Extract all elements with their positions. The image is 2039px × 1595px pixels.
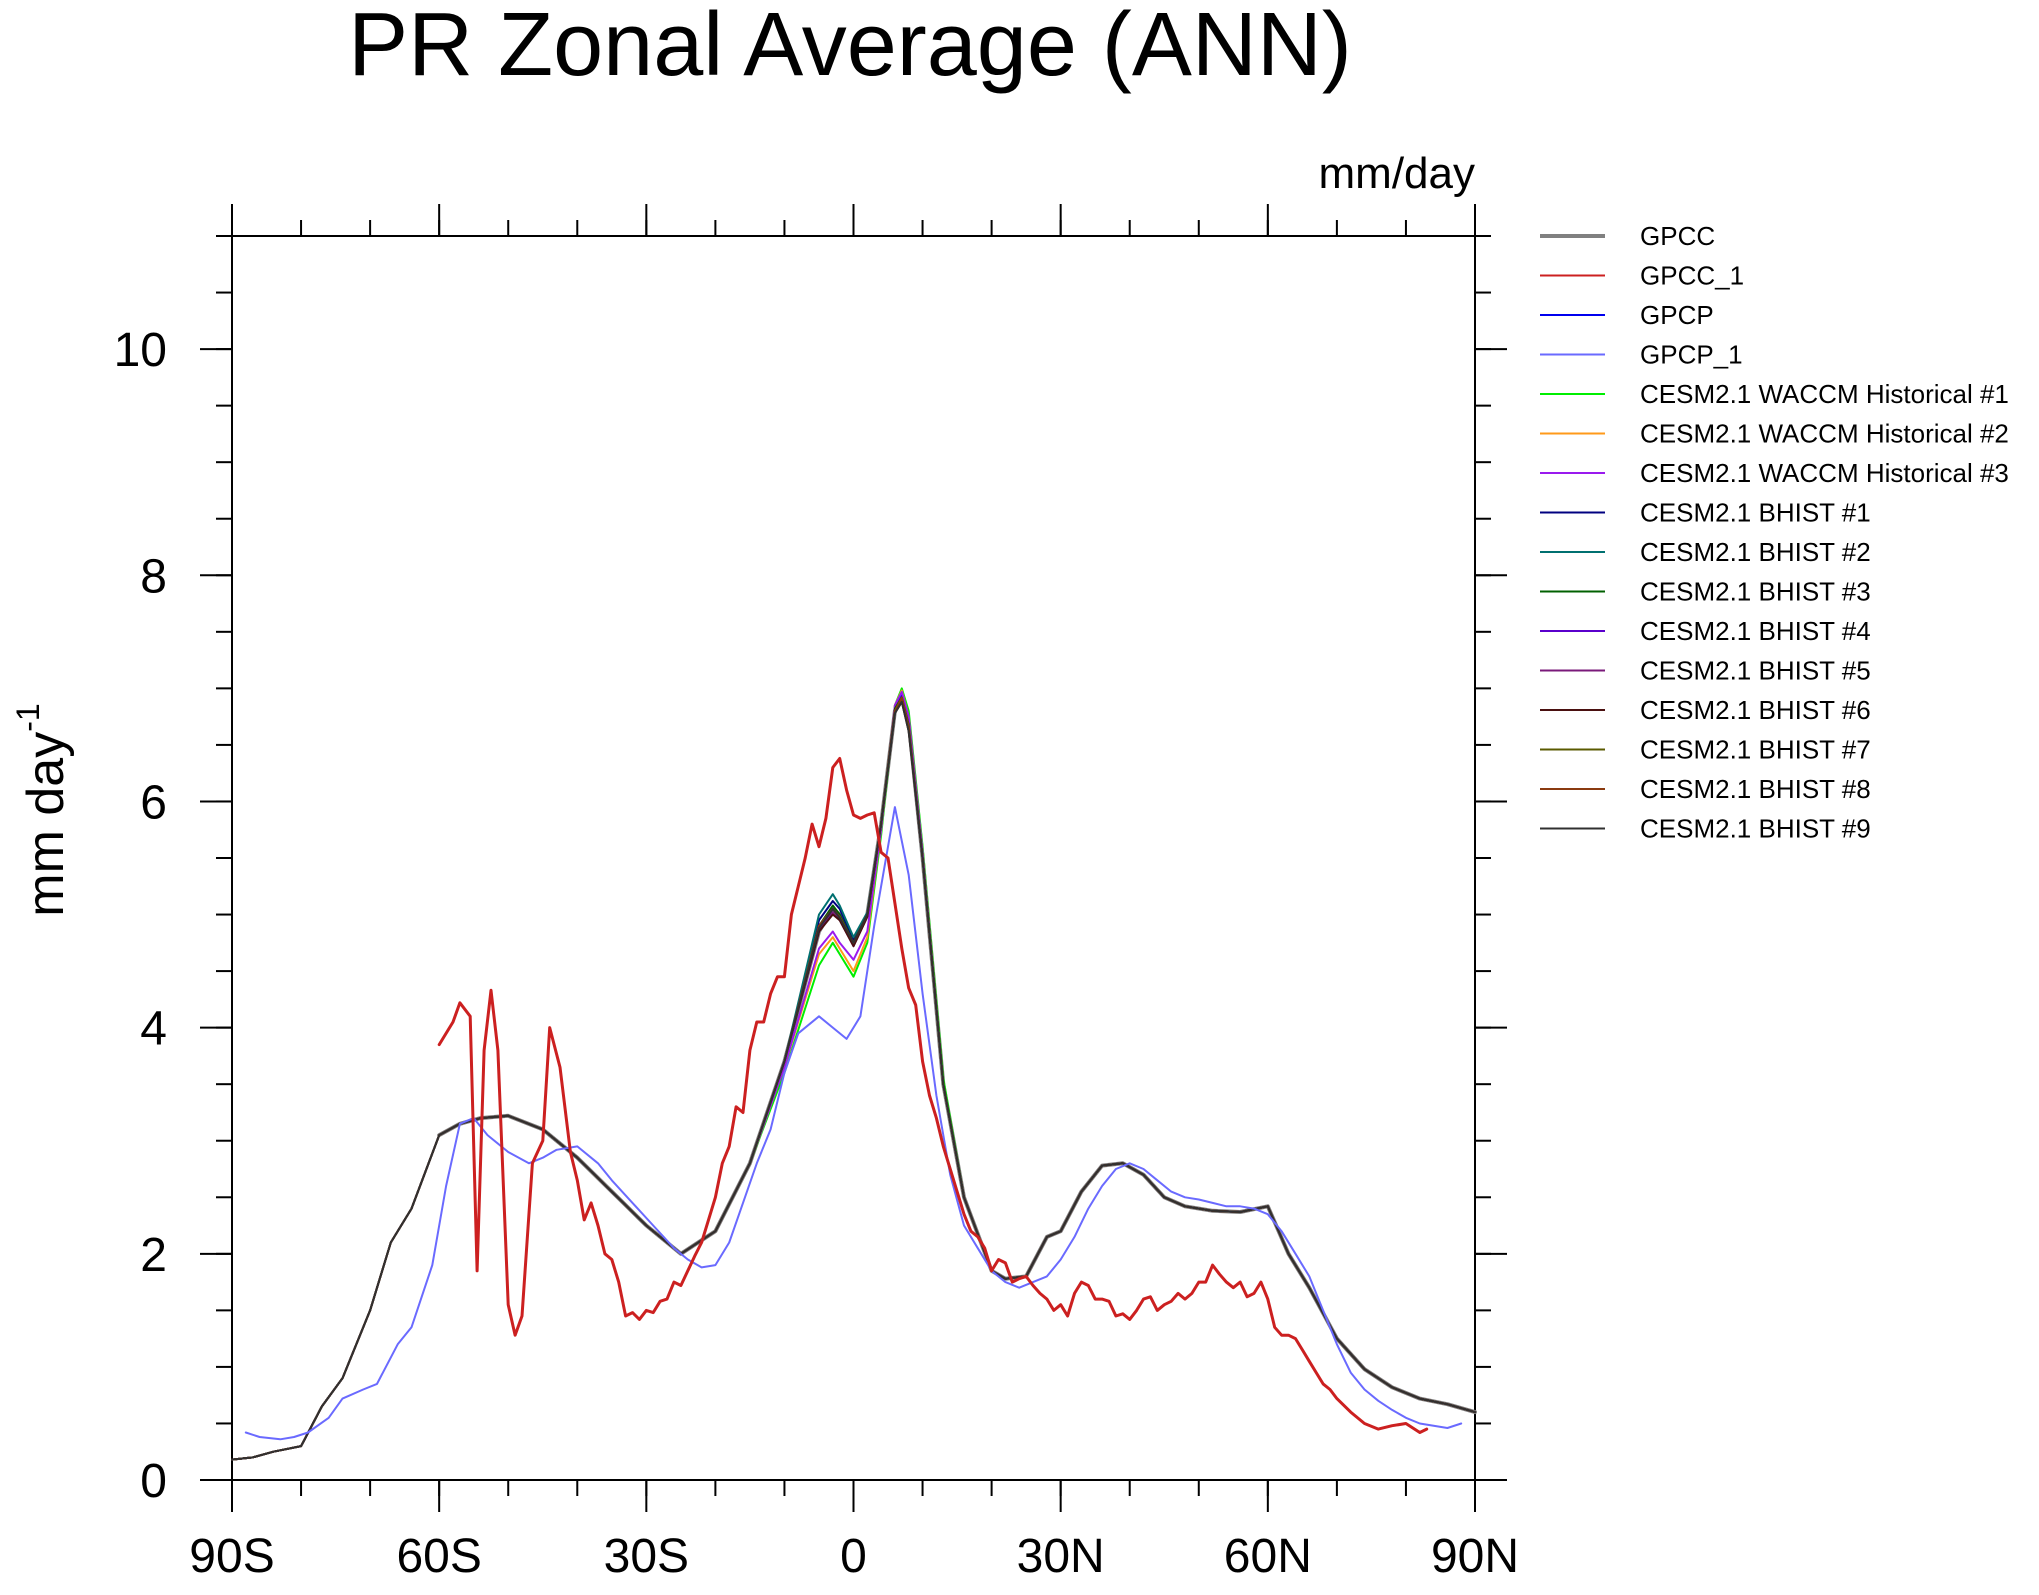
units-label: mm/day — [1319, 149, 1475, 198]
legend-label: CESM2.1 BHIST #7 — [1640, 735, 1871, 765]
y-tick-label: 4 — [140, 1003, 167, 1056]
chart-title: PR Zonal Average (ANN) — [348, 0, 1352, 95]
y-tick-label: 2 — [140, 1229, 167, 1282]
x-tick-label: 90S — [189, 1530, 274, 1583]
legend-label: CESM2.1 BHIST #2 — [1640, 537, 1871, 567]
series-line-cesm2-1-waccm-historical-2 — [231, 689, 1476, 1461]
plot-area: 90S 60S 30S 0 30N 60N 90N 0 2 4 6 8 10 — [114, 204, 1519, 1583]
legend-label: GPCC_1 — [1640, 261, 1744, 291]
legend-label: CESM2.1 WACCM Historical #2 — [1640, 419, 2009, 449]
legend-label: CESM2.1 BHIST #6 — [1640, 695, 1871, 725]
series-line-gpcp — [231, 693, 1476, 1461]
legend-label: GPCP — [1640, 300, 1714, 330]
legend-label: CESM2.1 WACCM Historical #3 — [1640, 458, 2009, 488]
legend-label: CESM2.1 BHIST #8 — [1640, 774, 1871, 804]
x-tick-label: 60S — [396, 1530, 481, 1583]
legend-label: CESM2.1 BHIST #3 — [1640, 577, 1871, 607]
y-tick-label: 0 — [140, 1455, 167, 1508]
y-axis-label-main: mm day — [17, 732, 75, 917]
legend-label: CESM2.1 BHIST #4 — [1640, 616, 1871, 646]
legend-label: GPCP_1 — [1640, 340, 1743, 370]
legend-label: CESM2.1 BHIST #1 — [1640, 498, 1871, 528]
y-axis-label: mm day-1 — [10, 703, 75, 916]
legend-label: CESM2.1 BHIST #9 — [1640, 814, 1871, 844]
plot-frame — [231, 235, 1476, 1481]
series-line-gpcc-1 — [437, 757, 1429, 1434]
legend-label: CESM2.1 BHIST #5 — [1640, 656, 1871, 686]
x-tick-label: 90N — [1431, 1530, 1519, 1583]
x-tick-label: 60N — [1224, 1530, 1312, 1583]
series-line-cesm2-1-waccm-historical-3 — [231, 690, 1476, 1461]
y-axis-label-superscript: -1 — [10, 703, 46, 731]
series-line-gpcp-1 — [244, 806, 1463, 1441]
x-tick-label: 0 — [840, 1530, 867, 1583]
legend-label: CESM2.1 WACCM Historical #1 — [1640, 379, 2009, 409]
y-tick-label: 10 — [114, 324, 167, 377]
y-tick-label: 6 — [140, 776, 167, 829]
x-tick-label: 30S — [604, 1530, 689, 1583]
series-line-cesm2-1-waccm-historical-1 — [231, 687, 1476, 1461]
y-tick-label: 8 — [140, 550, 167, 603]
series-line-cesm2-1-bhist-9 — [231, 700, 1476, 1461]
legend-label: GPCC — [1640, 221, 1715, 251]
x-tick-label: 30N — [1017, 1530, 1105, 1583]
legend: GPCC GPCC_1 GPCP GPCP_1 CESM2.1 WACCM Histor… — [1540, 221, 2009, 844]
